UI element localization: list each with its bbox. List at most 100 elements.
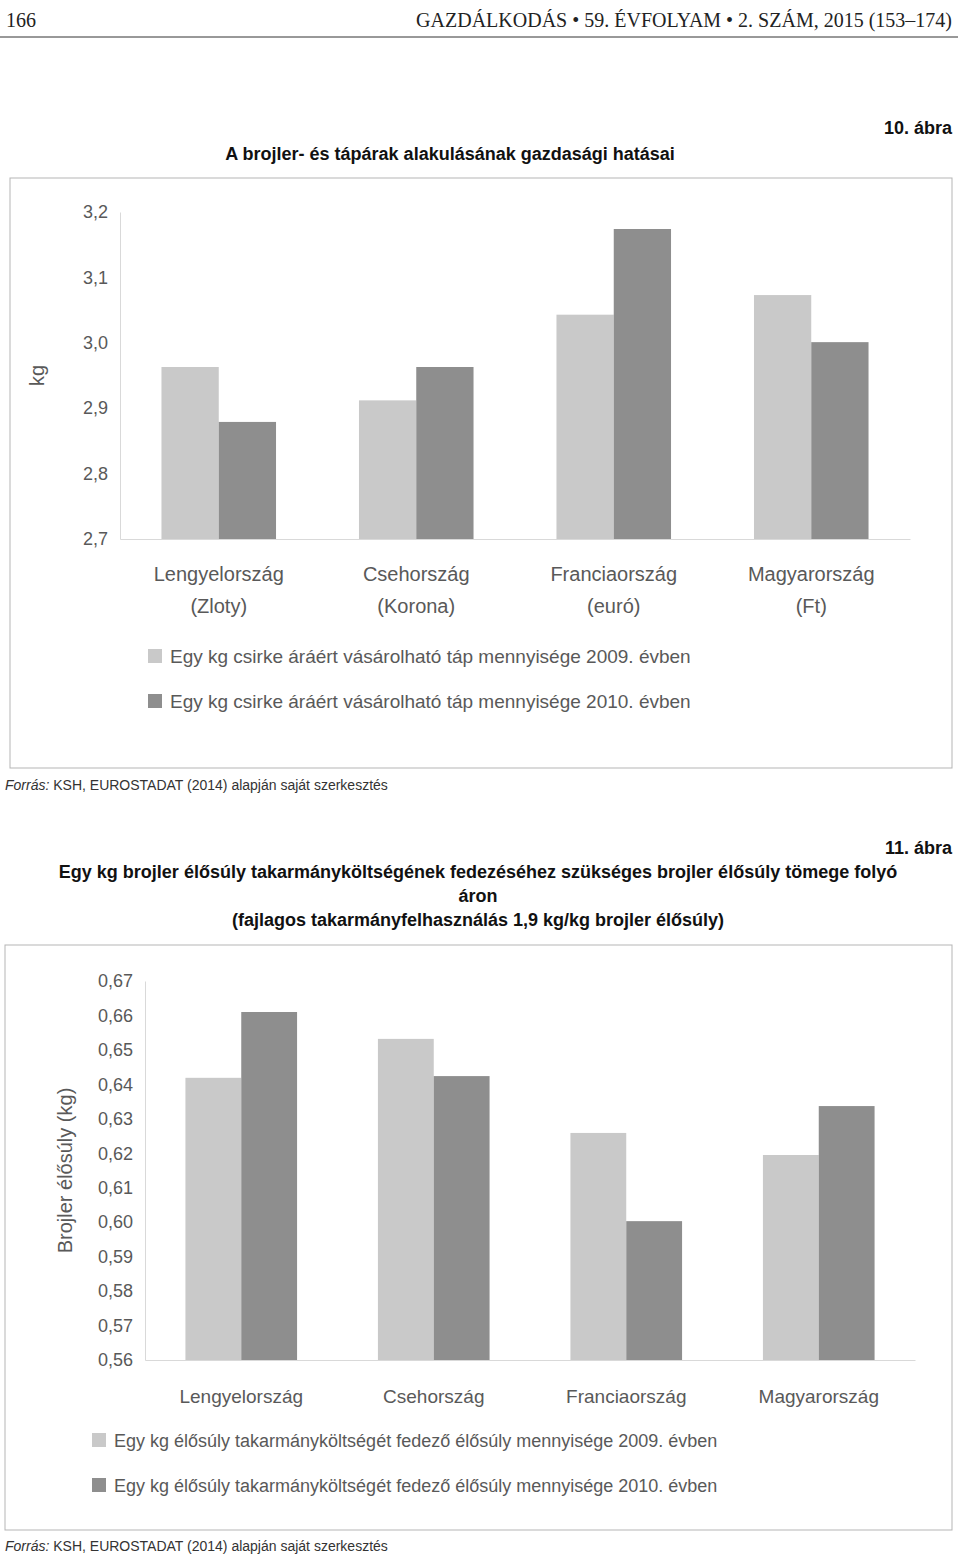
y-tick: 0,59 xyxy=(98,1247,145,1267)
bar xyxy=(241,1012,297,1360)
y-tick-label: 0,62 xyxy=(98,1144,133,1164)
legend-swatch xyxy=(148,694,162,708)
y-axis-line xyxy=(120,213,121,540)
y-tick: 0,67 xyxy=(98,971,145,991)
y-tick-label: 0,60 xyxy=(98,1212,133,1232)
y-tick: 0,65 xyxy=(98,1040,145,1060)
y-axis-line xyxy=(145,982,146,1361)
y-tick-label: 3,0 xyxy=(83,333,108,353)
y-tick: 0,57 xyxy=(98,1316,145,1336)
y-tick: 2,9 xyxy=(83,398,120,418)
legend-swatch xyxy=(92,1478,106,1492)
chart-title: Egy kg brojler élősúly takarmányköltségé… xyxy=(59,862,897,906)
bar xyxy=(359,400,416,539)
legend: Egy kg csirke áráért vásárolható táp men… xyxy=(148,646,691,712)
bars xyxy=(161,229,868,539)
x-tick-label: Lengyelország xyxy=(179,1386,303,1407)
x-tick-label: Csehország(Korona) xyxy=(363,563,470,617)
legend-label: Egy kg élősúly takarmányköltségét fedező… xyxy=(114,1431,717,1451)
x-tick-label: Csehország xyxy=(383,1386,484,1407)
bar xyxy=(614,229,671,539)
figure-number: 10. ábra xyxy=(884,118,953,138)
y-axis-title: kg xyxy=(26,365,48,386)
x-tick: Magyarország(Ft) xyxy=(748,539,875,617)
bar xyxy=(378,1039,434,1360)
bar xyxy=(811,342,868,539)
y-tick-label: 2,9 xyxy=(83,398,108,418)
y-tick: 0,60 xyxy=(98,1212,145,1232)
y-tick: 0,58 xyxy=(98,1281,145,1301)
bar xyxy=(416,367,473,539)
x-tick-label: Lengyelország(Zloty) xyxy=(154,563,284,617)
y-tick-label: 3,2 xyxy=(83,202,108,222)
legend-swatch xyxy=(92,1433,106,1447)
figure-number: 11. ábra xyxy=(885,838,953,858)
y-tick-label: 3,1 xyxy=(83,268,108,288)
bar xyxy=(626,1221,682,1360)
x-axis-line xyxy=(146,1360,916,1361)
chart-frame xyxy=(5,945,952,1530)
x-tick: Franciaország(euró) xyxy=(550,539,677,617)
legend: Egy kg élősúly takarmányköltségét fedező… xyxy=(92,1431,717,1496)
y-tick-label: 0,59 xyxy=(98,1247,133,1267)
bar xyxy=(819,1106,875,1360)
y-tick: 0,63 xyxy=(98,1109,145,1129)
header-rule xyxy=(0,37,958,38)
legend-swatch xyxy=(148,649,162,663)
bars xyxy=(185,1012,874,1360)
y-tick: 0,66 xyxy=(98,1006,145,1026)
x-tick: Franciaország xyxy=(566,1360,686,1407)
legend-label: Egy kg csirke áráért vásárolható táp men… xyxy=(170,646,691,667)
bar xyxy=(556,315,613,539)
y-tick: 0,61 xyxy=(98,1178,145,1198)
source-note: Forrás: KSH, EUROSTADAT (2014) alapján s… xyxy=(5,1538,388,1554)
y-tick: 0,56 xyxy=(98,1350,145,1370)
x-axis: Lengyelország Csehország Franciaország Magy… xyxy=(146,1360,916,1407)
chart-frame xyxy=(10,178,952,768)
x-axis: Lengyelország(Zloty) Csehország(Korona) Fr… xyxy=(121,539,911,617)
x-tick-label: Franciaország(euró) xyxy=(550,563,677,617)
y-axis-title: Brojler élősúly (kg) xyxy=(54,1088,76,1254)
x-tick: Lengyelország(Zloty) xyxy=(154,539,284,617)
bar xyxy=(570,1133,626,1360)
bar xyxy=(219,422,276,539)
x-tick: Csehország xyxy=(383,1360,484,1407)
bar xyxy=(763,1155,819,1360)
bar xyxy=(185,1078,241,1360)
y-tick-label: 0,65 xyxy=(98,1040,133,1060)
y-tick: 3,2 xyxy=(83,202,120,222)
y-tick-label: 0,57 xyxy=(98,1316,133,1336)
y-tick: 0,62 xyxy=(98,1144,145,1164)
x-tick-label: Magyarország xyxy=(759,1386,879,1407)
y-tick-label: 2,7 xyxy=(83,529,108,549)
journal-header: GAZDÁLKODÁS • 59. ÉVFOLYAM • 2. SZÁM, 20… xyxy=(416,9,952,32)
chart: 11. ábra Egy kg brojler élősúly takarmány… xyxy=(5,838,953,1554)
x-tick: Csehország(Korona) xyxy=(363,539,470,617)
y-axis: 0,56 0,57 0,58 0,59 0,60 0,61 0,62 0,63 0,64 0,65… xyxy=(98,971,146,1370)
x-axis-line xyxy=(121,539,911,540)
chart-subtitle: (fajlagos takarmányfelhasználás 1,9 kg/k… xyxy=(232,910,724,930)
bar xyxy=(161,367,218,539)
y-tick: 0,64 xyxy=(98,1075,145,1095)
x-tick: Magyarország xyxy=(759,1360,879,1407)
y-tick-label: 0,66 xyxy=(98,1006,133,1026)
y-tick-label: 0,64 xyxy=(98,1075,133,1095)
y-tick-label: 0,63 xyxy=(98,1109,133,1129)
legend-label: Egy kg élősúly takarmányköltségét fedező… xyxy=(114,1476,717,1496)
y-tick: 2,8 xyxy=(83,464,120,484)
x-tick-label: Magyarország(Ft) xyxy=(748,563,875,617)
page: 166 GAZDÁLKODÁS • 59. ÉVFOLYAM • 2. SZÁM,… xyxy=(0,0,960,1557)
y-tick-label: 0,61 xyxy=(98,1178,133,1198)
y-tick: 3,1 xyxy=(83,268,120,288)
x-tick-label: Franciaország xyxy=(566,1386,686,1407)
source-note: Forrás: KSH, EUROSTADAT (2014) alapján s… xyxy=(5,777,388,793)
y-tick-label: 2,8 xyxy=(83,464,108,484)
page-number: 166 xyxy=(6,9,36,31)
y-tick-label: 0,67 xyxy=(98,971,133,991)
y-tick-label: 0,58 xyxy=(98,1281,133,1301)
y-tick-label: 0,56 xyxy=(98,1350,133,1370)
chart: 10. ábraA brojler- és tápárak alakulásán… xyxy=(5,118,953,793)
legend-label: Egy kg csirke áráért vásárolható táp men… xyxy=(170,691,691,712)
y-tick: 2,7 xyxy=(83,529,120,549)
bar xyxy=(434,1076,490,1360)
